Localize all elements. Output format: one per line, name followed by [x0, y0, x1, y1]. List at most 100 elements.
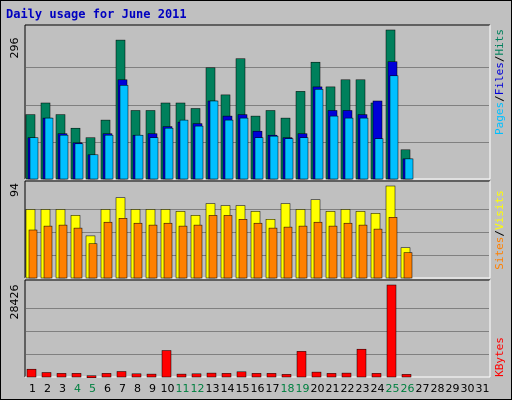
visits-max-label: 94 [8, 183, 21, 197]
day-label: 26 [401, 382, 415, 395]
pages-bar [374, 138, 384, 180]
sites-bar [118, 218, 128, 279]
kbytes-bar [341, 372, 352, 378]
kbytes-bar [206, 372, 217, 378]
pages-bar [344, 117, 354, 180]
pages-bar [29, 137, 39, 180]
kbytes-bar [386, 284, 397, 378]
day-label: 24 [371, 382, 385, 395]
day-label: 4 [74, 382, 81, 395]
day-label: 15 [236, 382, 250, 395]
day-label: 6 [104, 382, 111, 395]
day-label: 28 [431, 382, 445, 395]
day-label: 17 [266, 382, 280, 395]
kbytes-bar [56, 373, 67, 378]
kbytes-bar [146, 373, 157, 378]
day-label: 5 [89, 382, 96, 395]
kbytes-bar [116, 371, 127, 378]
day-label: 19 [296, 382, 310, 395]
panel-background [25, 280, 490, 377]
chart-title: Daily usage for June 2011 [6, 7, 187, 21]
pages-bar [284, 138, 294, 180]
day-label: 21 [326, 382, 340, 395]
legend-kbytes: KBytes [493, 337, 506, 377]
pages-bar [44, 117, 54, 180]
hits-max-label: 296 [8, 38, 21, 59]
kbytes-bar [71, 373, 82, 378]
pages-bar [134, 134, 144, 180]
kbytes-bar [236, 371, 247, 378]
day-label: 20 [311, 382, 325, 395]
sites-bar [223, 215, 233, 279]
pages-bar [89, 154, 99, 180]
pages-bar [314, 89, 324, 180]
sites-bar [268, 227, 278, 279]
sites-bar [163, 222, 173, 279]
legend-sites-visits: Sites/Visits [493, 190, 506, 270]
kbytes-bar [296, 351, 307, 378]
kbytes-bar [251, 373, 262, 378]
day-label: 14 [221, 382, 235, 395]
sites-bar [388, 217, 398, 279]
pages-bar [119, 85, 129, 180]
kbytes-bar [371, 373, 382, 378]
day-label: 12 [191, 382, 205, 395]
pages-bar [254, 137, 264, 180]
sites-bar [358, 224, 368, 279]
pages-bar [59, 134, 69, 180]
pages-bar [359, 117, 369, 180]
pages-bar [269, 135, 279, 180]
sites-bar [208, 215, 218, 279]
day-label: 25 [386, 382, 400, 395]
day-label: 22 [341, 382, 355, 395]
sites-bar [103, 221, 113, 279]
pages-bar [149, 137, 159, 180]
day-label: 7 [119, 382, 126, 395]
day-label: 23 [356, 382, 370, 395]
sites-bar [298, 225, 308, 279]
day-label: 16 [251, 382, 265, 395]
kbytes-bar [131, 373, 142, 378]
day-label: 2 [44, 382, 51, 395]
pages-bar [329, 115, 339, 180]
kbytes-bar [191, 373, 202, 378]
kbytes-bar [356, 348, 367, 378]
sites-bar [28, 229, 38, 279]
kbytes-bar [26, 368, 37, 378]
day-label: 10 [161, 382, 175, 395]
pages-bar [389, 75, 399, 180]
kbytes-bar [161, 350, 172, 378]
sites-bar [73, 227, 83, 279]
kbytes-bar [266, 373, 277, 378]
kbytes-bar [86, 375, 97, 378]
sites-bar [178, 225, 188, 279]
day-label: 30 [461, 382, 475, 395]
kbytes-bar [41, 372, 52, 378]
pages-bar [74, 143, 84, 180]
sites-bar [313, 221, 323, 279]
sites-bar [328, 225, 338, 279]
sites-bar [43, 225, 53, 279]
pages-bar [209, 100, 219, 180]
kbytes-bar [176, 373, 187, 378]
kbytes-bar [101, 373, 112, 378]
kbytes-bar [326, 373, 337, 378]
day-label: 1 [29, 382, 36, 395]
kbytes-bar [221, 373, 232, 378]
day-label: 29 [446, 382, 460, 395]
kbytes-bar [401, 374, 412, 378]
pages-bar [224, 119, 234, 180]
pages-bar [299, 137, 309, 180]
sites-bar [133, 222, 143, 279]
day-label: 9 [149, 382, 156, 395]
day-label: 13 [206, 382, 220, 395]
pages-bar [179, 119, 189, 180]
sites-bar [238, 219, 248, 279]
pages-bar [104, 134, 114, 180]
kbytes-bar [281, 374, 292, 378]
kbytes-bar [311, 371, 322, 378]
sites-bar [343, 222, 353, 279]
sites-bar [148, 224, 158, 279]
sites-bar [253, 222, 263, 279]
day-label: 27 [416, 382, 430, 395]
